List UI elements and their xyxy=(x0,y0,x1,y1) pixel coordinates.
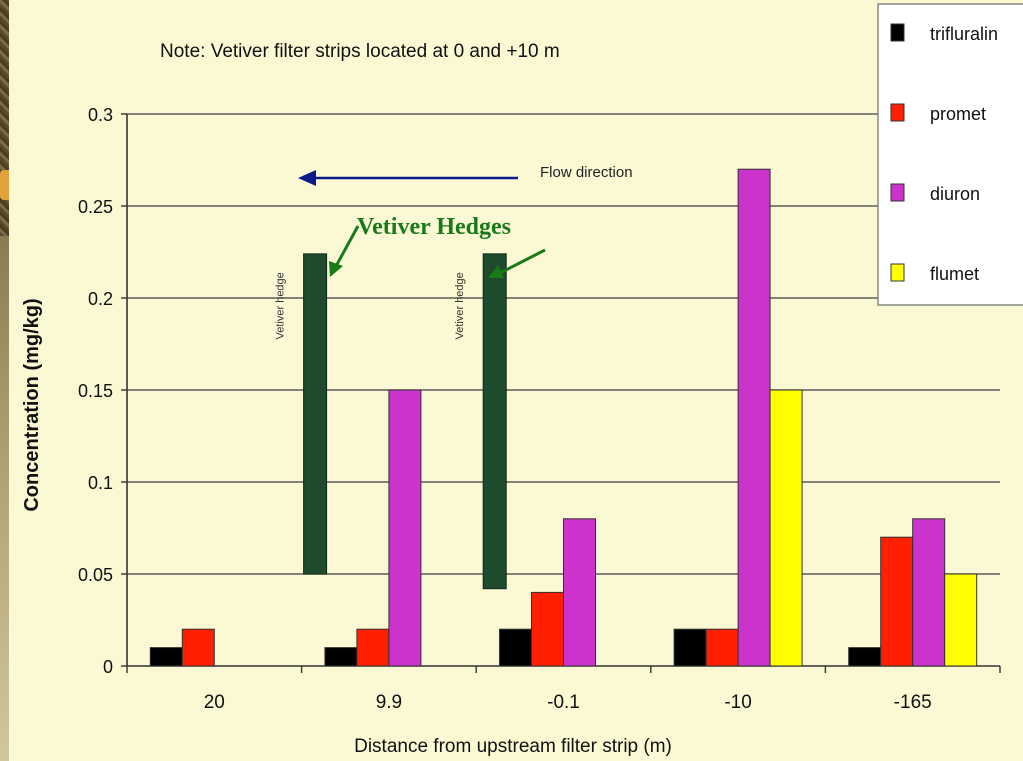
x-tick-label: 20 xyxy=(204,692,225,713)
flow-direction-label: Flow direction xyxy=(540,164,633,181)
x-tick-labels: 20 9.9 -0.1 -10 -165 xyxy=(204,692,932,713)
legend-swatch-promet xyxy=(890,103,905,122)
bar-promet--10 xyxy=(705,628,739,667)
vetiver-hedges-label: Vetiver Hedges xyxy=(357,214,511,240)
bar-diuron-9.9 xyxy=(388,389,422,667)
vetiver-hedge-label: Vetiver hedge xyxy=(275,272,287,339)
bars xyxy=(149,168,978,667)
x-axis-title: Distance from upstream filter strip (m) xyxy=(354,736,672,757)
y-tick-label: 0.2 xyxy=(88,289,113,309)
y-tick-label: 0.1 xyxy=(88,473,113,493)
bar-flumet--10 xyxy=(769,389,803,667)
x-tick-label: -0.1 xyxy=(547,692,580,713)
legend-label-trifluralin: trifluralin xyxy=(930,24,998,44)
legend-swatch-diuron xyxy=(890,183,905,202)
bar-promet--0.1 xyxy=(531,591,564,667)
bar-diuron--0.1 xyxy=(563,518,596,667)
bar-trifluralin-20 xyxy=(149,647,183,667)
legend-label-diuron: diuron xyxy=(930,184,980,204)
vetiver-hedge-bar xyxy=(303,253,328,575)
flow-direction-annotation: Flow direction xyxy=(298,164,633,186)
x-tick-label: 9.9 xyxy=(376,692,402,713)
flow-arrow-head xyxy=(298,170,316,186)
callout-arrow-1 xyxy=(333,225,360,269)
y-tick-label: 0.3 xyxy=(88,105,113,125)
y-axis-title: Concentration (mg/kg) xyxy=(21,298,43,511)
axes xyxy=(121,113,1001,673)
bar-promet-20 xyxy=(181,628,215,667)
gridlines xyxy=(127,113,1000,575)
callout-arrowhead-1 xyxy=(329,261,343,277)
bar-trifluralin--10 xyxy=(673,628,707,667)
y-tick-label: 0.25 xyxy=(78,197,113,217)
legend-swatch-trifluralin xyxy=(890,23,905,42)
legend-box xyxy=(877,3,1023,306)
chart-note: Note: Vetiver filter strips located at 0… xyxy=(160,41,560,62)
y-tick-label: 0 xyxy=(103,657,113,677)
bar-flumet--165 xyxy=(944,573,978,667)
y-tick-label: 0.15 xyxy=(78,381,113,401)
legend-swatch-flumet xyxy=(890,263,905,282)
vetiver-hedges-callout: Vetiver Hedges xyxy=(329,214,546,278)
x-tick-label: -10 xyxy=(724,692,751,713)
vetiver-hedge-bar xyxy=(482,253,507,590)
bar-trifluralin--0.1 xyxy=(499,628,532,667)
legend-label-promet: promet xyxy=(930,104,986,124)
legend: trifluralin promet diuron flumet xyxy=(877,3,1023,306)
x-tick-label: -165 xyxy=(894,692,932,713)
callout-arrow-2 xyxy=(499,248,546,275)
y-tick-label: 0.05 xyxy=(78,565,113,585)
bar-promet--165 xyxy=(880,536,914,667)
bar-diuron--165 xyxy=(912,518,946,667)
callout-arrowhead-2 xyxy=(488,265,504,278)
vetiver-hedge-label: Vetiver hedge xyxy=(454,272,466,339)
legend-label-flumet: flumet xyxy=(930,264,979,284)
bar-trifluralin-9.9 xyxy=(324,647,358,667)
bar-trifluralin--165 xyxy=(848,647,882,667)
background-photo-strip xyxy=(0,0,9,761)
bar-promet-9.9 xyxy=(356,628,390,667)
bar-diuron--10 xyxy=(737,168,771,667)
y-tick-labels: 0 0.05 0.1 0.15 0.2 0.25 0.3 xyxy=(78,105,113,677)
vetiver-hedges: Vetiver hedge Vetiver hedge xyxy=(275,253,507,590)
